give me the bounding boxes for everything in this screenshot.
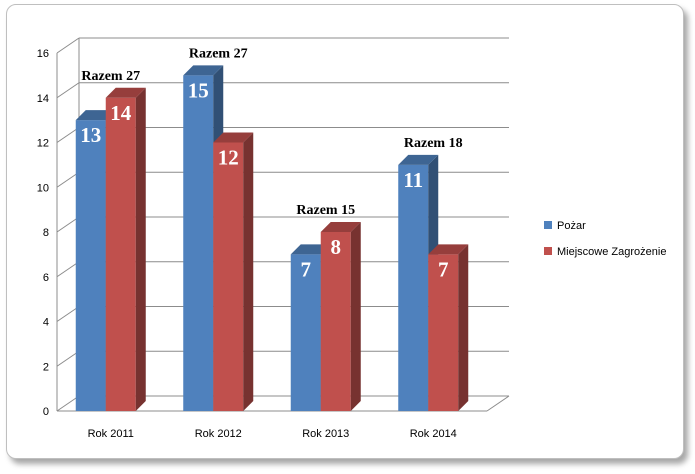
legend: Pożar Miejscowe Zagrożenie (544, 220, 666, 258)
bar-front (105, 97, 136, 411)
gridline-floor-edge (56, 37, 80, 54)
x-tick-label: Rok 2011 (88, 428, 134, 440)
bar-top (183, 65, 224, 76)
gridline-floor-edge (56, 261, 80, 278)
labels: 13 14 Razem 27 Rok 2011 15 12 Razem 27 Rok 2012… (80, 46, 462, 440)
bar-side (458, 244, 469, 411)
gridline-floor-edge (56, 306, 80, 322)
gridline-floor-edge (56, 127, 80, 143)
bar-side (350, 222, 361, 411)
data-label: 12 (218, 146, 239, 170)
bar-front (213, 142, 244, 411)
gridline-floor-edge (56, 350, 80, 367)
data-label: 7 (301, 257, 312, 281)
bars (75, 65, 469, 411)
bar (320, 222, 361, 411)
y-tick-label: 12 (37, 138, 49, 150)
gridline-floor-edge (56, 395, 80, 412)
bar-front (183, 75, 214, 411)
data-label: 13 (80, 123, 101, 147)
data-label: 7 (438, 257, 449, 281)
bar-front (428, 254, 459, 411)
gridline-floor-edge (56, 82, 80, 99)
bar-top (398, 154, 439, 165)
total-label: Razem 15 (296, 203, 355, 218)
bar-top (105, 87, 146, 98)
bar-top (428, 244, 469, 255)
data-label: 14 (110, 101, 132, 125)
bar-front (290, 254, 321, 411)
x-tick-label: Rok 2013 (302, 428, 349, 440)
gridline-floor-edge (56, 216, 80, 233)
legend-swatch (544, 247, 552, 255)
total-label: Razem 18 (404, 136, 463, 151)
total-label: Razem 27 (81, 69, 140, 84)
y-tick-label: 0 (43, 406, 49, 418)
legend-label: Pożar (557, 220, 586, 232)
bar-front (320, 232, 351, 411)
y-tick-label: 10 (37, 182, 49, 194)
data-label: 11 (403, 168, 423, 192)
gridline-floor-edge (56, 171, 80, 188)
bar-chart: 0 2 4 6 8 10 12 14 16 13 14 Razem 27 Rok 2011 15 12 Ra… (37, 37, 666, 440)
x-tick-label: Rok 2012 (195, 428, 242, 440)
legend-label: Miejscowe Zagrożenie (557, 246, 666, 258)
bar (428, 244, 469, 411)
bar-front (398, 164, 429, 411)
bar (105, 87, 146, 411)
bar-side (135, 87, 146, 411)
y-tick-label: 16 (37, 48, 49, 60)
bar-top (213, 132, 254, 143)
x-tick-label: Rok 2014 (410, 428, 457, 440)
chart-frame: 0 2 4 6 8 10 12 14 16 13 14 Razem 27 Rok 2011 15 12 Ra… (6, 4, 684, 459)
legend-swatch (544, 221, 552, 229)
data-label: 8 (331, 235, 342, 259)
data-label: 15 (188, 78, 209, 102)
y-tick-label: 2 (43, 361, 49, 373)
bar (213, 132, 254, 411)
bar-side (243, 132, 254, 411)
y-tick-label: 4 (43, 317, 49, 329)
total-label: Razem 27 (189, 46, 248, 61)
bar-front (75, 120, 106, 411)
y-tick-label: 8 (43, 227, 49, 239)
floor-right-edge (486, 395, 510, 412)
y-tick-label: 14 (37, 93, 49, 105)
bar-top (320, 222, 361, 232)
y-tick-label: 6 (43, 272, 49, 284)
